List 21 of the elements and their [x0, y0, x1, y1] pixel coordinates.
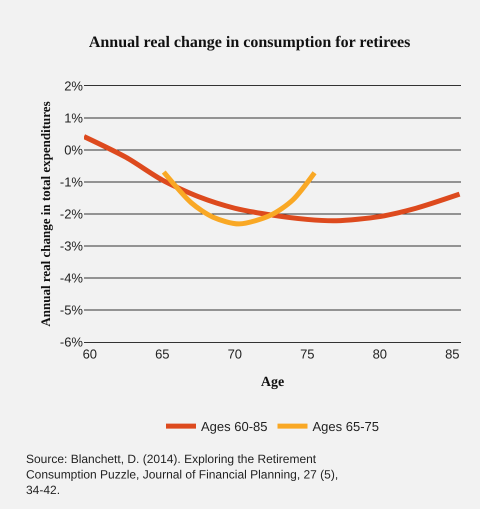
x-tick-label: 70 — [228, 346, 242, 362]
legend-label: Ages 65-75 — [312, 419, 379, 434]
y-tick-label: -4% — [60, 270, 84, 286]
y-axis-title: Annual real change in total expenditures — [38, 101, 53, 327]
y-tick-label: -6% — [60, 334, 84, 350]
y-tick-label: -2% — [60, 206, 84, 222]
y-tick-label: -5% — [60, 302, 84, 318]
y-tick-label: 2% — [64, 78, 84, 94]
y-tick-label: -1% — [60, 174, 84, 190]
x-axis-title: Age — [260, 374, 284, 390]
legend-label: Ages 60-85 — [201, 419, 268, 434]
chart-title: Annual real change in consumption for retirees — [88, 34, 410, 51]
y-tick-label: 1% — [64, 110, 84, 126]
x-tick-label: 80 — [372, 346, 388, 362]
y-tick-label: -3% — [60, 238, 84, 254]
x-tick-label: 85 — [445, 346, 460, 362]
x-tick-label: 60 — [82, 346, 98, 362]
source-note: Source: Blanchett, D. (2014). Exploring the Retirement Consumption Puzzle, Journal of Financial Planning, 27 (5), 34-42. — [26, 452, 338, 498]
x-tick-label: 75 — [300, 346, 315, 362]
x-tick-label: 65 — [155, 346, 170, 362]
y-tick-label: 0% — [64, 142, 84, 158]
